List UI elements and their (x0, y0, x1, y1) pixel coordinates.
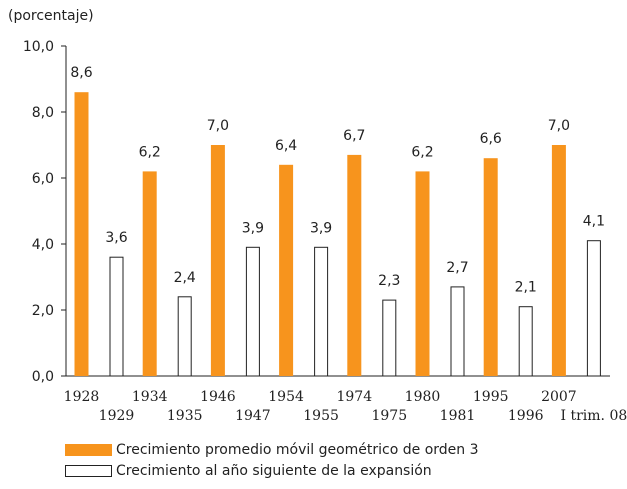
bar-white (382, 299, 397, 377)
bar-white (177, 296, 192, 377)
y-tick-label: 6,0 (32, 171, 54, 187)
data-label-orange: 6,2 (139, 144, 161, 160)
y-tick-label: 8,0 (32, 105, 54, 121)
bar-orange (279, 164, 294, 376)
x-tick-label-bottom: 1975 (371, 408, 407, 424)
legend-item-series-2: Crecimiento al año siguiente de la expan… (65, 463, 432, 479)
data-label-orange: 6,4 (275, 138, 297, 154)
x-tick-label-top: 1934 (132, 389, 168, 405)
legend-label-series-2: Crecimiento al año siguiente de la expan… (116, 463, 432, 479)
bar-white (245, 246, 260, 377)
data-label-orange: 7,0 (207, 118, 229, 134)
data-label-white: 3,6 (105, 230, 127, 246)
data-label-white: 2,1 (515, 280, 537, 296)
x-tick-label-top: 1954 (268, 389, 304, 405)
data-label-orange: 6,6 (480, 131, 502, 147)
y-tick-label: 10,0 (23, 39, 54, 55)
data-label-orange: 8,6 (70, 65, 92, 81)
y-tick-label: 2,0 (32, 303, 54, 319)
y-tick-label: 4,0 (32, 237, 54, 253)
x-tick-label-bottom: 1929 (99, 408, 135, 424)
x-tick-label-bottom: 1935 (167, 408, 203, 424)
bar-orange (551, 145, 566, 376)
unit-label: (porcentaje) (8, 8, 94, 24)
bar-white (586, 240, 601, 377)
data-label-white: 4,1 (583, 214, 605, 230)
x-tick-label-top: 1946 (200, 389, 236, 405)
x-tick-label-top: 2007 (541, 389, 577, 405)
x-tick-label-bottom: 1996 (508, 408, 544, 424)
bar-white (314, 246, 329, 377)
data-label-orange: 6,2 (411, 144, 433, 160)
x-tick-label-bottom: 1947 (235, 408, 271, 424)
data-label-white: 3,9 (310, 220, 332, 236)
legend-label-series-1: Crecimiento promedio móvil geométrico de… (116, 442, 479, 458)
bar-orange (142, 171, 157, 376)
bar-orange (347, 154, 362, 376)
y-tick-label: 0,0 (32, 369, 54, 385)
bar-white (450, 286, 465, 377)
x-tick-label-bottom: 1955 (303, 408, 339, 424)
x-tick-label-top: 1995 (473, 389, 509, 405)
data-label-white: 2,7 (446, 260, 468, 276)
x-tick-label-bottom: I trim. 08 (561, 408, 627, 424)
x-tick-label-top: 1980 (405, 389, 441, 405)
data-label-white: 3,9 (242, 220, 264, 236)
data-label-orange: 6,7 (343, 128, 365, 144)
bar-orange (74, 92, 89, 376)
data-label-orange: 7,0 (548, 118, 570, 134)
legend-item-series-1: Crecimiento promedio móvil geométrico de… (65, 442, 479, 458)
data-label-white: 2,3 (378, 273, 400, 289)
x-tick-label-bottom: 1981 (440, 408, 476, 424)
bar-orange (415, 171, 430, 376)
bar-white (109, 256, 124, 377)
bar-orange (210, 145, 225, 376)
legend-swatch-white (65, 465, 112, 477)
legend-swatch-orange (65, 444, 112, 456)
x-tick-label-top: 1974 (336, 389, 372, 405)
bar-orange (483, 158, 498, 376)
bar-white (518, 306, 533, 377)
data-label-white: 2,4 (174, 270, 196, 286)
x-tick-label-top: 1928 (64, 389, 100, 405)
